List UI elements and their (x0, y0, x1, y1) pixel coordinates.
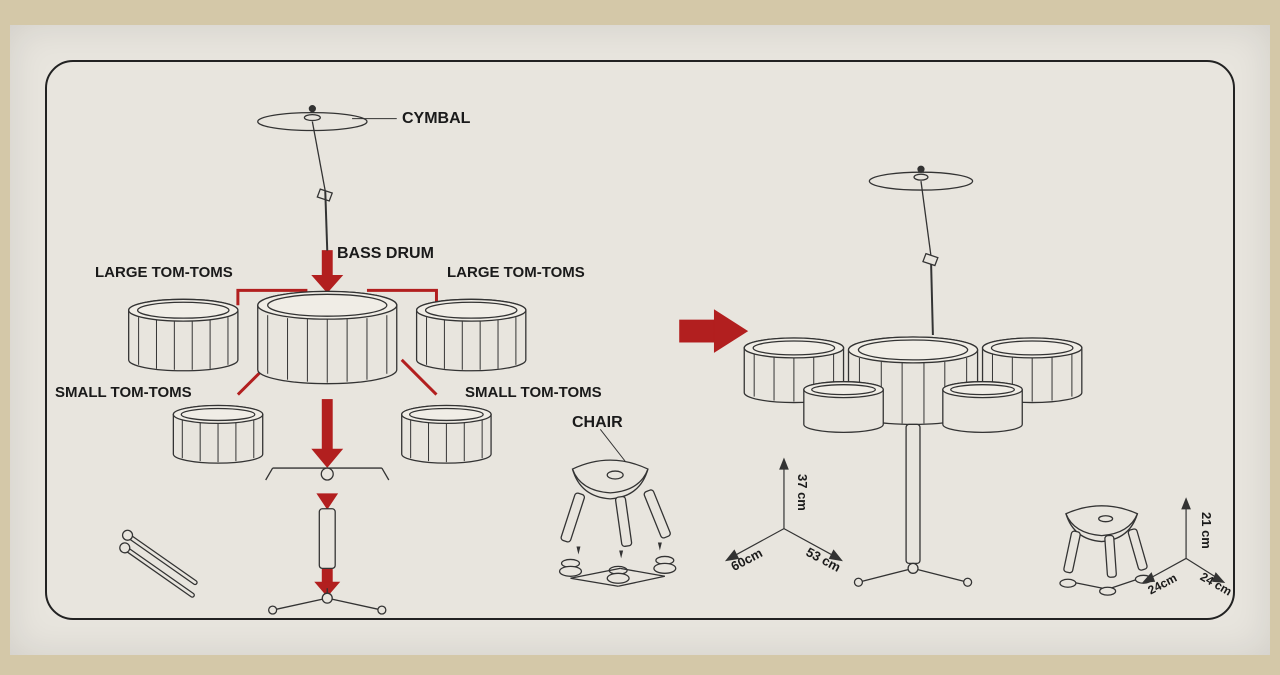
mount-bracket (266, 468, 389, 480)
chair-exploded (560, 460, 676, 586)
stand-tube (319, 509, 335, 569)
dim-drum (726, 459, 841, 560)
label-small-tom-left: SMALL TOM-TOMS (55, 384, 192, 401)
chair-assembled (1060, 506, 1151, 595)
label-chair: CHAIR (572, 414, 623, 432)
paper-sheet: CYMBAL BASS DRUM LARGE TOM-TOMS LARGE TO… (10, 25, 1270, 655)
label-large-tom-right: LARGE TOM-TOMS (447, 264, 585, 281)
label-small-tom-right: SMALL TOM-TOMS (465, 384, 602, 401)
big-arrow (680, 310, 748, 352)
cymbal-left (258, 106, 367, 251)
dim-chair-height: 21 cm (1199, 512, 1214, 549)
diagram-svg (47, 62, 1233, 618)
label-large-tom-left: LARGE TOM-TOMS (95, 264, 233, 281)
label-bass-drum: BASS DRUM (337, 245, 434, 263)
diagram-frame: CYMBAL BASS DRUM LARGE TOM-TOMS LARGE TO… (45, 60, 1235, 620)
dim-drum-height: 37 cm (795, 474, 810, 511)
small-tom-left-drum (173, 406, 262, 464)
cymbal-right (869, 166, 972, 335)
drumsticks (114, 528, 204, 600)
small-tom-right-drum (402, 406, 491, 464)
large-tom-left-drum (129, 299, 238, 370)
bass-drum-left (258, 291, 397, 383)
label-cymbal: CYMBAL (402, 110, 470, 128)
large-tom-right-drum (417, 299, 526, 370)
tripod-base (269, 588, 386, 614)
